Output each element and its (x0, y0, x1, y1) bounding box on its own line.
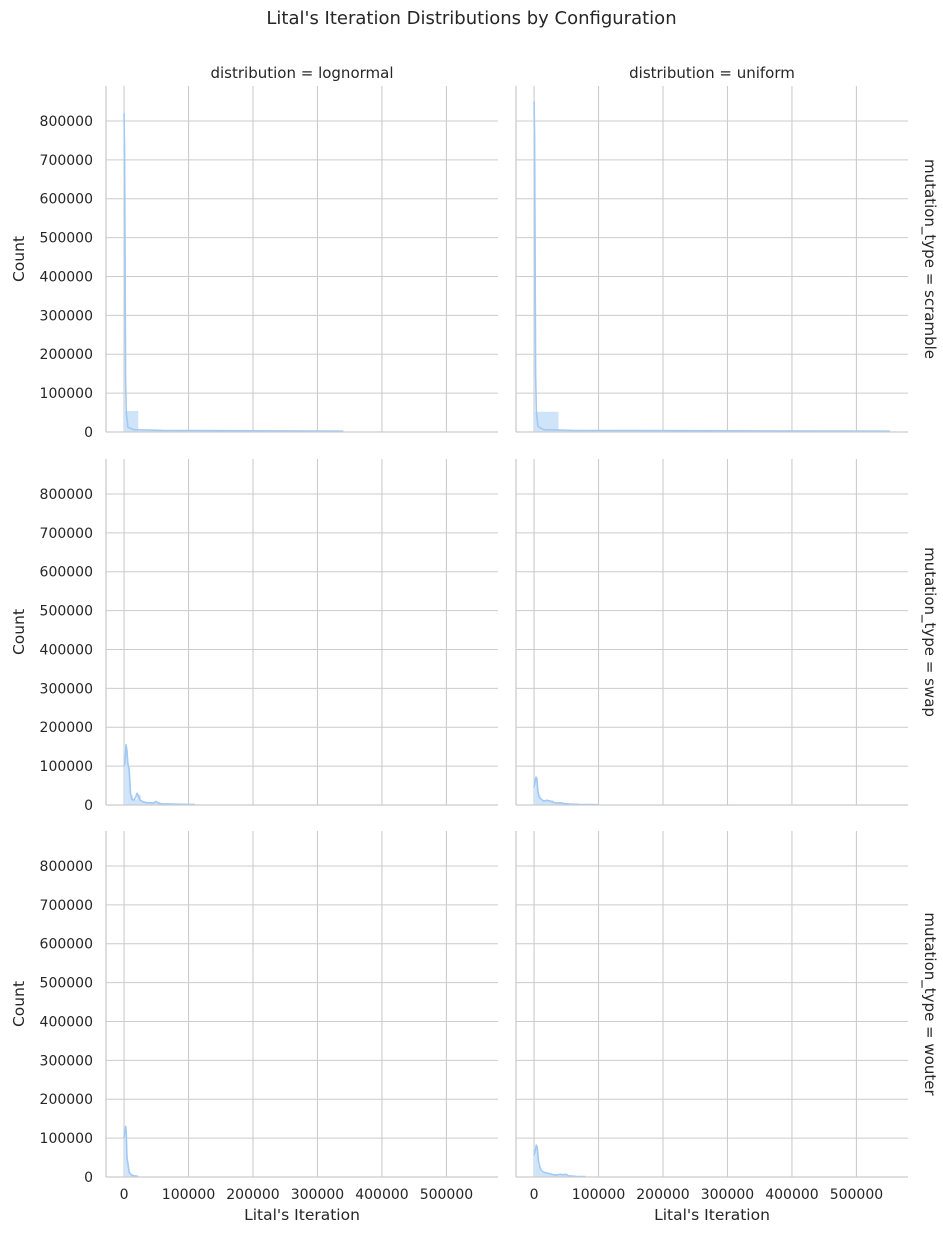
histogram-bar (540, 1172, 547, 1177)
row-facet-title: mutation_type = swap (920, 547, 939, 717)
x-tick-label: 400000 (765, 1187, 818, 1203)
histogram-bar (537, 795, 541, 805)
y-tick-label: 0 (84, 798, 93, 814)
histogram-bar (140, 801, 146, 805)
x-tick-label: 300000 (701, 1187, 754, 1203)
y-tick-label: 500000 (40, 604, 93, 620)
histogram-bar (126, 1159, 128, 1177)
x-tick-label: 200000 (226, 1187, 279, 1203)
histogram-bar (133, 799, 137, 805)
x-tick-label: 300000 (291, 1187, 344, 1203)
kde-line (123, 1125, 139, 1178)
y-tick-label: 700000 (40, 526, 93, 542)
x-tick-label: 500000 (830, 1187, 883, 1203)
y-tick-label: 700000 (40, 898, 93, 914)
x-tick-label: 500000 (420, 1187, 473, 1203)
y-axis-label: Count (10, 236, 28, 282)
x-tick-label: 0 (530, 1187, 539, 1203)
y-axis-label: Count (10, 609, 28, 655)
panel-1-0: 0 100000 200000 300000 400000 500000 600000 700… (10, 459, 498, 814)
y-tick-label: 600000 (40, 565, 93, 581)
column-facet-title: distribution = uniform (629, 64, 795, 82)
panel-0-0: 0 100000 200000 300000 400000 500000 600000 700… (10, 64, 498, 441)
x-tick-label: 0 (120, 1187, 129, 1203)
kde-line (123, 113, 344, 433)
y-tick-label: 100000 (40, 759, 93, 775)
histogram-bar (559, 1174, 568, 1177)
histogram-bar (534, 787, 536, 805)
histogram-bar (125, 746, 128, 805)
x-axis-label: Lital's Iteration (244, 1206, 360, 1224)
y-tick-label: 300000 (40, 681, 93, 697)
histogram-bar (145, 803, 153, 805)
histogram-bar (535, 1145, 538, 1177)
x-tick-label: 200000 (636, 1187, 689, 1203)
y-tick-label: 800000 (40, 859, 93, 875)
y-tick-label: 0 (84, 1170, 93, 1186)
histogram-bar (534, 1155, 536, 1177)
histogram-bar (540, 800, 547, 805)
x-tick-label: 100000 (162, 1187, 215, 1203)
y-tick-label: 600000 (40, 192, 93, 208)
histogram-bar (537, 1165, 541, 1177)
column-facet-title: distribution = lognormal (210, 64, 393, 82)
histogram-bar (553, 1175, 560, 1177)
y-tick-label: 300000 (40, 308, 93, 324)
y-tick-label: 700000 (40, 153, 93, 169)
histogram-bar (129, 1175, 134, 1177)
row-facet-title: mutation_type = wouter (920, 912, 939, 1096)
y-tick-label: 300000 (40, 1053, 93, 1069)
histogram-bar (535, 777, 538, 805)
y-tick-label: 500000 (40, 231, 93, 247)
histogram-bar (546, 800, 554, 805)
y-tick-label: 100000 (40, 1131, 93, 1147)
histogram-bar (129, 795, 134, 805)
histogram-bar (127, 766, 130, 805)
y-tick-label: 200000 (40, 720, 93, 736)
panel-0-1: distribution = uniform mutation_type = sc… (515, 64, 939, 433)
kde-line (533, 1144, 586, 1178)
y-tick-label: 0 (84, 425, 93, 441)
x-tick-label: 100000 (572, 1187, 625, 1203)
panel-2-1: 0 100000 200000 300000 400000 500000 Lital's I… (515, 831, 939, 1224)
histogram-bar (124, 1138, 126, 1177)
histogram-bar (124, 766, 126, 805)
y-tick-label: 400000 (40, 642, 93, 658)
histogram-bar (136, 795, 141, 805)
kde-line (533, 101, 890, 433)
y-tick-label: 600000 (40, 937, 93, 953)
y-tick-label: 200000 (40, 347, 93, 363)
y-tick-label: 400000 (40, 269, 93, 285)
histogram-bar (125, 1126, 127, 1177)
y-tick-label: 800000 (40, 114, 93, 130)
panel-1-1: mutation_type = swap (515, 459, 939, 806)
y-tick-label: 100000 (40, 386, 93, 402)
y-tick-label: 200000 (40, 1092, 93, 1108)
kde-line (123, 743, 195, 806)
facet-panels: 0 100000 200000 300000 400000 500000 600000 700… (10, 64, 939, 1224)
row-facet-title: mutation_type = scramble (920, 159, 939, 359)
y-tick-label: 800000 (40, 487, 93, 503)
x-axis-label: Lital's Iteration (654, 1206, 770, 1224)
y-tick-label: 500000 (40, 976, 93, 992)
kde-line (533, 776, 599, 806)
y-tick-label: 400000 (40, 1014, 93, 1030)
x-tick-label: 400000 (355, 1187, 408, 1203)
histogram-bar (546, 1173, 554, 1177)
histogram-bar (127, 1171, 130, 1177)
histogram-bar (152, 801, 161, 805)
chart-title: Lital's Iteration Distributions by Confi… (266, 8, 676, 29)
y-axis-label: Count (10, 981, 28, 1027)
panel-2-0: 0 100000 200000 300000 400000 500000 600000 700… (10, 831, 498, 1224)
